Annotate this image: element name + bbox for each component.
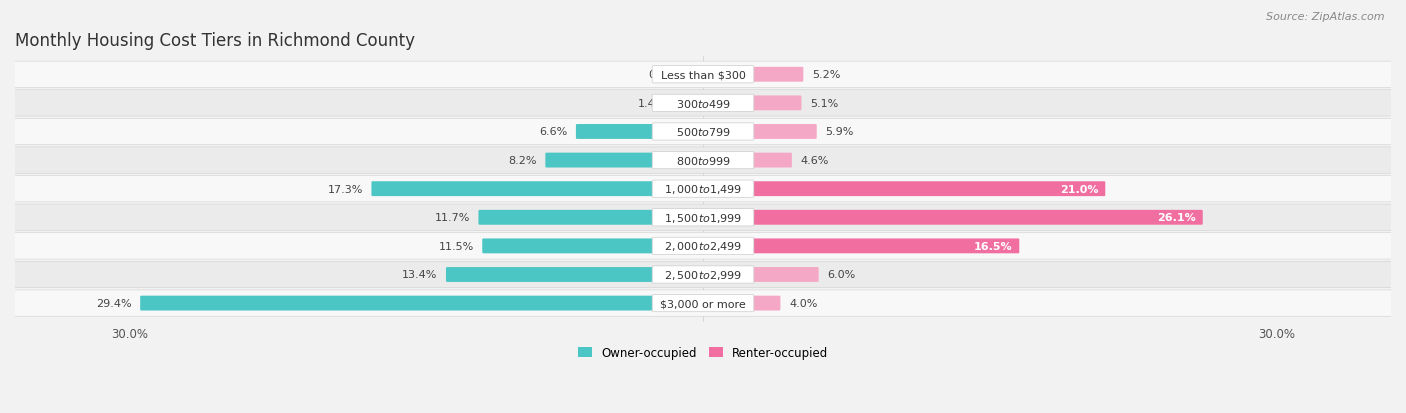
FancyBboxPatch shape [702, 296, 780, 311]
Text: 11.5%: 11.5% [439, 241, 474, 251]
Text: 6.0%: 6.0% [827, 270, 855, 280]
FancyBboxPatch shape [702, 153, 792, 168]
Text: $1,000 to $1,499: $1,000 to $1,499 [664, 183, 742, 196]
FancyBboxPatch shape [576, 125, 704, 140]
Legend: Owner-occupied, Renter-occupied: Owner-occupied, Renter-occupied [572, 342, 834, 364]
FancyBboxPatch shape [0, 290, 1406, 316]
FancyBboxPatch shape [482, 239, 704, 254]
Text: 5.9%: 5.9% [825, 127, 853, 137]
FancyBboxPatch shape [478, 210, 704, 225]
Text: 26.1%: 26.1% [1157, 213, 1197, 223]
Text: $300 to $499: $300 to $499 [675, 97, 731, 109]
Text: $2,500 to $2,999: $2,500 to $2,999 [664, 268, 742, 281]
FancyBboxPatch shape [702, 182, 1105, 197]
FancyBboxPatch shape [652, 180, 754, 198]
FancyBboxPatch shape [371, 182, 704, 197]
Text: $1,500 to $1,999: $1,500 to $1,999 [664, 211, 742, 224]
Text: $800 to $999: $800 to $999 [675, 155, 731, 167]
FancyBboxPatch shape [141, 296, 704, 311]
FancyBboxPatch shape [0, 62, 1406, 88]
Text: $500 to $799: $500 to $799 [675, 126, 731, 138]
FancyBboxPatch shape [652, 152, 754, 169]
FancyBboxPatch shape [652, 238, 754, 255]
Text: Less than $300: Less than $300 [661, 70, 745, 80]
FancyBboxPatch shape [702, 68, 803, 83]
Text: 29.4%: 29.4% [96, 298, 132, 309]
FancyBboxPatch shape [0, 90, 1406, 117]
Text: 4.0%: 4.0% [789, 298, 817, 309]
FancyBboxPatch shape [0, 147, 1406, 174]
FancyBboxPatch shape [702, 125, 817, 140]
Text: 1.4%: 1.4% [638, 99, 666, 109]
FancyBboxPatch shape [0, 233, 1406, 259]
FancyBboxPatch shape [0, 119, 1406, 145]
Text: 8.2%: 8.2% [508, 156, 537, 166]
FancyBboxPatch shape [652, 123, 754, 141]
Text: 0.51%: 0.51% [648, 70, 683, 80]
Text: 21.0%: 21.0% [1060, 184, 1098, 194]
FancyBboxPatch shape [702, 96, 801, 111]
FancyBboxPatch shape [652, 266, 754, 283]
Text: 5.2%: 5.2% [811, 70, 841, 80]
FancyBboxPatch shape [652, 295, 754, 312]
FancyBboxPatch shape [652, 209, 754, 226]
FancyBboxPatch shape [702, 267, 818, 282]
FancyBboxPatch shape [702, 210, 1202, 225]
Text: 17.3%: 17.3% [328, 184, 363, 194]
FancyBboxPatch shape [652, 95, 754, 112]
FancyBboxPatch shape [546, 153, 704, 168]
FancyBboxPatch shape [692, 68, 704, 83]
Text: Monthly Housing Cost Tiers in Richmond County: Monthly Housing Cost Tiers in Richmond C… [15, 31, 415, 50]
FancyBboxPatch shape [0, 262, 1406, 288]
Text: 6.6%: 6.6% [538, 127, 567, 137]
FancyBboxPatch shape [446, 267, 704, 282]
Text: 13.4%: 13.4% [402, 270, 437, 280]
Text: 5.1%: 5.1% [810, 99, 838, 109]
Text: $3,000 or more: $3,000 or more [661, 298, 745, 309]
FancyBboxPatch shape [652, 66, 754, 84]
FancyBboxPatch shape [702, 239, 1019, 254]
Text: 4.6%: 4.6% [800, 156, 830, 166]
FancyBboxPatch shape [0, 204, 1406, 231]
Text: 11.7%: 11.7% [434, 213, 470, 223]
Text: Source: ZipAtlas.com: Source: ZipAtlas.com [1267, 12, 1385, 22]
Text: $2,000 to $2,499: $2,000 to $2,499 [664, 240, 742, 253]
Text: 16.5%: 16.5% [974, 241, 1012, 251]
FancyBboxPatch shape [0, 176, 1406, 202]
FancyBboxPatch shape [675, 96, 704, 111]
